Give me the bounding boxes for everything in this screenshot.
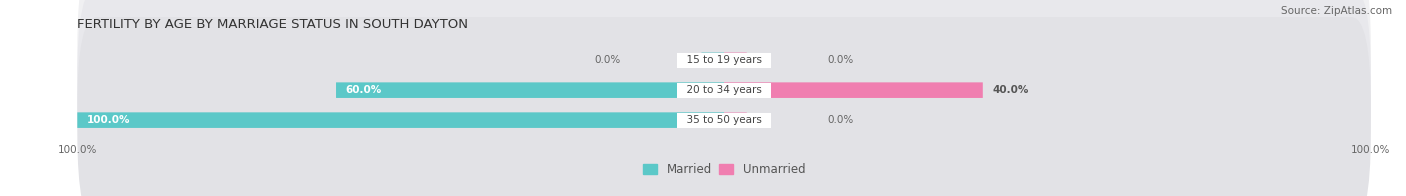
- Legend: Married, Unmarried: Married, Unmarried: [638, 159, 810, 181]
- Text: 0.0%: 0.0%: [828, 115, 853, 125]
- Text: 100.0%: 100.0%: [87, 115, 131, 125]
- FancyBboxPatch shape: [336, 82, 724, 98]
- Text: 60.0%: 60.0%: [346, 85, 382, 95]
- Text: 15 to 19 years: 15 to 19 years: [681, 55, 768, 65]
- Text: 35 to 50 years: 35 to 50 years: [681, 115, 768, 125]
- Text: FERTILITY BY AGE BY MARRIAGE STATUS IN SOUTH DAYTON: FERTILITY BY AGE BY MARRIAGE STATUS IN S…: [77, 18, 468, 31]
- Text: 40.0%: 40.0%: [993, 85, 1029, 95]
- FancyBboxPatch shape: [724, 112, 747, 128]
- Text: 0.0%: 0.0%: [595, 55, 620, 65]
- FancyBboxPatch shape: [77, 17, 1371, 196]
- FancyBboxPatch shape: [77, 0, 1371, 163]
- FancyBboxPatch shape: [724, 52, 747, 68]
- FancyBboxPatch shape: [724, 82, 983, 98]
- Text: 20 to 34 years: 20 to 34 years: [681, 85, 768, 95]
- FancyBboxPatch shape: [77, 112, 724, 128]
- Text: Source: ZipAtlas.com: Source: ZipAtlas.com: [1281, 6, 1392, 16]
- Text: 0.0%: 0.0%: [828, 55, 853, 65]
- FancyBboxPatch shape: [77, 0, 1371, 193]
- FancyBboxPatch shape: [702, 52, 724, 68]
